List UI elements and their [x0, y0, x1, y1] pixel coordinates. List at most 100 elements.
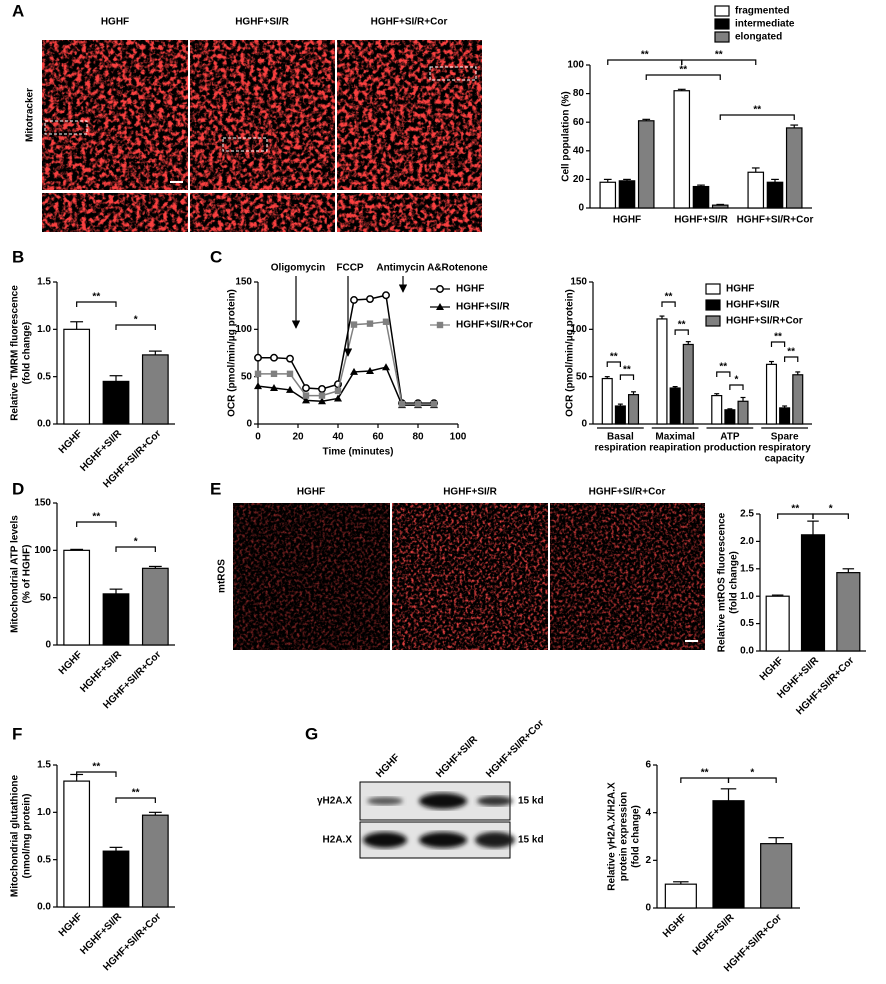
y-tick-label: 0 [45, 640, 51, 651]
x-tick-label: Spare [771, 432, 799, 443]
lane-label: HGHF+SI/R+Cor [484, 718, 546, 780]
panel-label: F [12, 724, 22, 743]
legend-swatch [705, 283, 721, 295]
y-tick-label: 40 [573, 145, 585, 156]
y-tick-label: 0.0 [37, 902, 51, 913]
x-tick-label: respiration [595, 443, 647, 454]
legend-swatch [714, 31, 730, 43]
significance-label: ** [791, 504, 799, 515]
marker [286, 354, 294, 363]
bar [637, 120, 655, 209]
y-tick-label: 0.5 [37, 854, 51, 865]
x-tick-label: 100 [450, 432, 467, 443]
significance-bracket [607, 59, 683, 65]
y-tick-label: 1.5 [37, 760, 51, 771]
significance-bracket [784, 356, 799, 362]
marker [286, 385, 294, 393]
marker [318, 385, 326, 393]
legend-marker [436, 303, 444, 310]
y-tick-label: 100 [570, 324, 587, 335]
significance-bracket [645, 74, 721, 80]
significance-label: ** [92, 762, 100, 773]
x-tick-label: 0 [255, 432, 261, 443]
line [258, 294, 434, 404]
y-tick-label: 0.5 [37, 371, 51, 382]
bar [601, 377, 613, 425]
legend-label: elongated [735, 32, 782, 43]
significance-bracket [770, 341, 786, 347]
bar [673, 90, 691, 209]
legend-label: HGHF+SI/R+Cor [456, 320, 533, 331]
x-tick-label: Basal [607, 432, 634, 443]
significance-bracket [812, 513, 849, 519]
marker [302, 396, 310, 404]
y-tick-label: 20 [573, 174, 585, 185]
band-size: 15 kd [518, 796, 544, 807]
bar [102, 380, 130, 425]
legend-label: intermediate [735, 19, 795, 30]
y-axis-title: protein expression [619, 792, 630, 881]
annotation: Antimycin A&Rotenone [376, 263, 488, 274]
bar [766, 181, 784, 209]
legend-label: HGHF+SI/R [456, 302, 510, 313]
bar [141, 567, 169, 646]
bar [711, 395, 723, 425]
legend-swatch [705, 315, 721, 327]
bar [760, 843, 793, 909]
bar [737, 400, 749, 425]
significance-label: * [134, 537, 138, 548]
x-tick-label: production [704, 443, 756, 454]
y-axis-title: Mitochondrial ATP levels [10, 515, 21, 633]
band-label: γH2A.X [317, 796, 352, 807]
marker [382, 363, 390, 371]
significance-label: * [829, 504, 833, 515]
x-tick-label: 40 [332, 432, 344, 443]
bar [63, 780, 91, 908]
y-tick-label: 6 [645, 760, 651, 771]
y-tick-label: 0 [645, 903, 651, 914]
panel-label: B [12, 247, 24, 266]
marker [430, 400, 438, 408]
panel-label: E [210, 479, 221, 498]
image-column-label: HGHF+SI/R [235, 17, 289, 28]
x-axis-title: Time (minutes) [323, 447, 394, 458]
x-tick-label: Maximal [655, 432, 695, 443]
y-axis-title: Relative TMRM fluorescence [10, 285, 21, 421]
significance-label: ** [774, 332, 782, 343]
significance-label: ** [623, 365, 631, 376]
bar [724, 409, 736, 425]
significance-label: ** [787, 347, 795, 358]
y-tick-label: 0 [581, 419, 587, 430]
significance-label: ** [610, 352, 618, 363]
y-tick-label: 150 [570, 277, 587, 288]
significance-bracket [661, 301, 676, 307]
image-column-label: HGHF+SI/R+Cor [371, 17, 448, 28]
significance-label: ** [715, 50, 723, 61]
marker [334, 387, 342, 395]
bar [712, 800, 745, 909]
y-tick-label: 1.0 [37, 324, 51, 335]
y-axis-title: (% of HGHF) [22, 545, 33, 604]
marker [366, 320, 374, 327]
image-column-label: HGHF+SI/R+Cor [589, 487, 666, 498]
bar [63, 328, 91, 425]
bar [765, 595, 790, 652]
significance-bracket [76, 301, 117, 307]
panel-label: A [12, 1, 24, 20]
y-tick-label: 4 [645, 807, 651, 818]
marker [254, 353, 262, 362]
marker [366, 366, 374, 374]
bar [836, 572, 861, 652]
legend-swatch [705, 299, 721, 311]
bar [141, 354, 169, 425]
marker [382, 318, 390, 325]
x-tick-label: HGHF+SI/R+Cor [737, 215, 814, 226]
significance-label: * [750, 768, 754, 779]
bar [765, 363, 778, 425]
y-tick-label: 50 [40, 592, 52, 603]
bar [664, 883, 697, 909]
significance-bracket [115, 324, 156, 330]
bar [779, 407, 791, 425]
marker [302, 384, 310, 392]
lane-label: HGHF+SI/R [434, 734, 480, 780]
